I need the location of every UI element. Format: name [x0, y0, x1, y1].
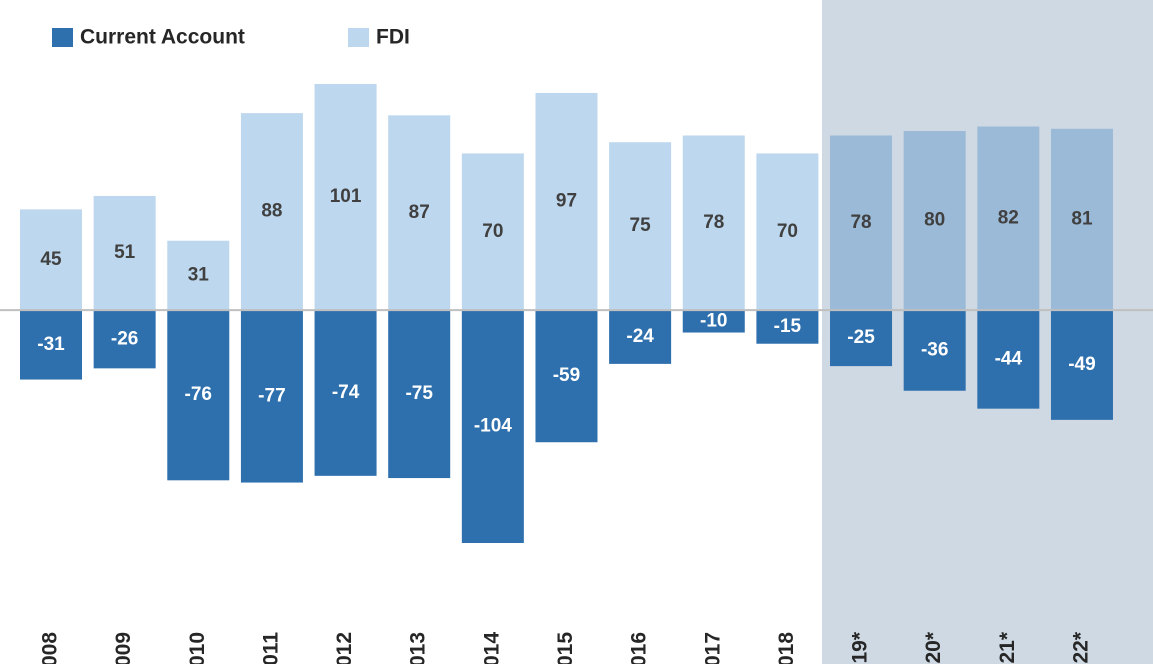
value-label: 101	[330, 186, 362, 207]
bar	[977, 310, 1040, 409]
legend-label: Current Account	[80, 26, 245, 49]
x-tick-label: 2008	[39, 632, 62, 664]
legend-label: FDI	[376, 26, 410, 49]
bar	[1050, 310, 1113, 420]
x-tick-label: 2012	[333, 632, 356, 664]
x-tick-label: 2020*	[922, 631, 945, 664]
bar	[461, 153, 524, 311]
bar	[682, 135, 745, 311]
bar	[240, 113, 303, 311]
bar	[314, 84, 377, 311]
value-label: -74	[332, 382, 360, 403]
bar	[830, 310, 893, 367]
x-tick-label: 2013	[407, 632, 430, 664]
bar	[388, 115, 451, 311]
bar	[167, 240, 230, 311]
bar	[903, 310, 966, 391]
bar	[20, 209, 82, 311]
value-label: -75	[405, 383, 433, 404]
value-label: 81	[1071, 208, 1093, 229]
x-tick-label: 2010	[186, 632, 209, 664]
x-tick-label: 2009	[112, 632, 135, 664]
value-label: 51	[114, 242, 136, 263]
x-tick-label: 2019*	[849, 631, 872, 664]
value-label: 87	[409, 202, 430, 223]
value-label: -25	[847, 327, 875, 348]
value-label: -77	[258, 385, 285, 406]
legend-swatch	[348, 28, 369, 47]
bar	[20, 310, 82, 380]
bar	[535, 92, 598, 311]
value-label: 45	[40, 249, 62, 270]
bar	[93, 310, 156, 369]
bar	[167, 310, 230, 481]
bar	[461, 310, 524, 543]
x-tick-label: 2017	[701, 632, 724, 664]
value-label: -31	[37, 334, 65, 355]
x-tick-label: 2014	[480, 632, 503, 664]
bar	[388, 310, 451, 479]
bar	[756, 310, 819, 344]
value-label: 97	[556, 191, 577, 212]
bar	[240, 310, 303, 483]
value-label: -10	[700, 310, 727, 331]
bar	[93, 195, 156, 311]
plot-area: -31 -26 -76 -77 -74 -75 -104 -59 -24 -10 -15 -25 -36…	[0, 84, 1153, 664]
value-label: -49	[1068, 354, 1095, 375]
legend-swatch	[52, 28, 73, 47]
value-label: 70	[482, 221, 503, 242]
value-label: 80	[924, 210, 945, 231]
value-label: -15	[774, 316, 802, 337]
x-tick-label: 2018	[775, 632, 798, 664]
x-tick-label: 2016	[628, 632, 651, 664]
value-label: -59	[553, 365, 580, 386]
bar	[977, 126, 1040, 311]
value-label: 78	[850, 212, 871, 233]
bar	[535, 310, 598, 443]
value-label: -24	[626, 326, 654, 347]
value-label: 82	[998, 207, 1019, 228]
bar	[756, 153, 819, 311]
value-label: -76	[185, 384, 212, 405]
value-label: 70	[777, 221, 798, 242]
value-label: 88	[261, 201, 282, 222]
x-tick-label: 2015	[554, 632, 577, 664]
value-label: 78	[703, 212, 724, 233]
value-label: -36	[921, 339, 948, 360]
value-label: -44	[995, 348, 1023, 369]
bar	[903, 131, 966, 311]
bar	[314, 310, 377, 476]
x-tick-label: 2022*	[1070, 631, 1093, 664]
value-label: 31	[188, 264, 210, 285]
bar	[830, 135, 893, 311]
legend: Current Account FDI	[52, 26, 410, 49]
value-label: 75	[630, 215, 652, 236]
x-tick-label: 2011	[259, 632, 282, 664]
bar	[682, 310, 745, 333]
value-label: -26	[111, 328, 138, 349]
x-tick-label: 2021*	[996, 631, 1019, 664]
bar	[609, 310, 672, 364]
value-label: -104	[474, 416, 512, 437]
bar	[609, 142, 672, 311]
bar	[1050, 128, 1113, 311]
